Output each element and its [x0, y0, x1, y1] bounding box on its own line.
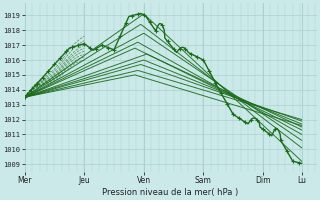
- X-axis label: Pression niveau de la mer( hPa ): Pression niveau de la mer( hPa ): [102, 188, 239, 197]
